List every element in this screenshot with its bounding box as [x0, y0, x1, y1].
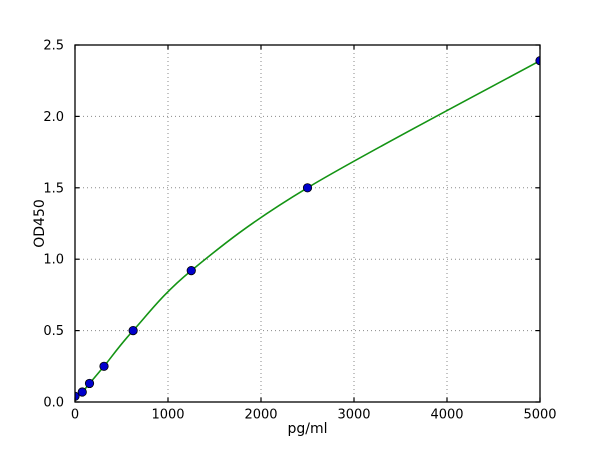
data-point — [77, 387, 87, 397]
x-tick-label: 3000 — [337, 408, 370, 423]
x-axis-label: pg/ml — [287, 421, 327, 437]
x-tick-label: 2000 — [244, 408, 277, 423]
data-point — [186, 266, 196, 276]
x-tick-label: 4000 — [430, 408, 463, 423]
data-points-group — [75, 56, 540, 401]
x-tick-label: 5000 — [523, 408, 556, 423]
data-point — [128, 325, 138, 336]
x-tick-label: 0 — [71, 408, 79, 423]
axes-frame — [74, 44, 541, 403]
y-tick-label: 1.0 — [43, 253, 64, 268]
y-tick-label: 0.5 — [43, 324, 64, 339]
y-axis-label: OD450 — [32, 199, 48, 248]
y-tick-label: 2.0 — [43, 110, 64, 125]
data-point — [302, 183, 313, 193]
y-tick-label: 0.0 — [43, 396, 64, 411]
data-point — [99, 361, 109, 371]
data-point — [84, 378, 95, 389]
y-tick-label: 1.5 — [43, 181, 64, 196]
x-tick-label: 1000 — [151, 408, 184, 423]
y-tick-label: 2.5 — [43, 39, 64, 54]
